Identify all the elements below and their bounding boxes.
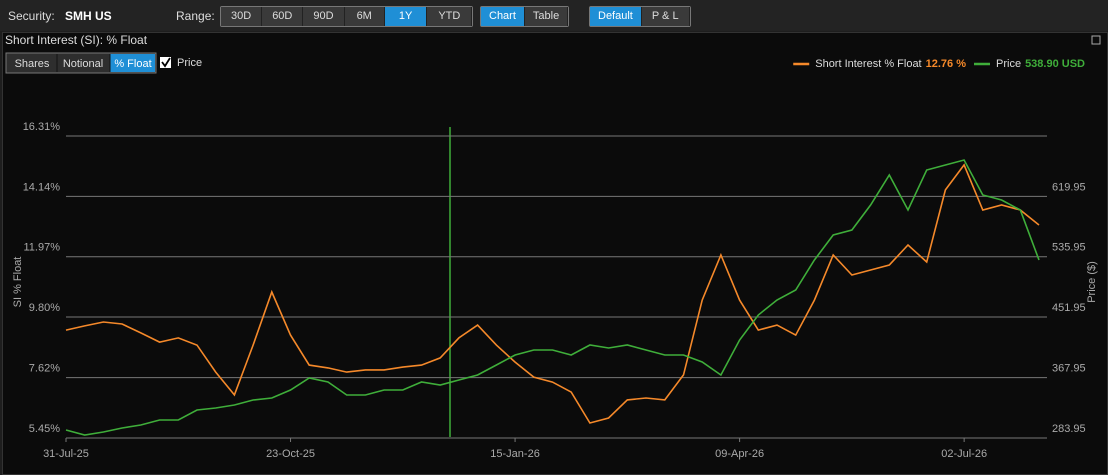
- y-axis-label: SI % Float: [12, 257, 24, 308]
- panel: [2, 32, 1108, 475]
- security-label: Security:: [8, 9, 55, 23]
- y-tick-label: 16.31%: [23, 121, 61, 133]
- check-mark: [161, 57, 171, 68]
- measure-active: [110, 54, 155, 72]
- x-tick-label: 02-Jul-26: [941, 448, 987, 460]
- y2-axis-label: Price ($): [1086, 261, 1098, 303]
- range-group: 30D 60D 90D 6M 1Y YTD: [220, 6, 474, 27]
- view-group: Chart Table: [480, 6, 570, 27]
- x-tick-label: 23-Oct-25: [266, 448, 315, 460]
- legend-value: 538.90 USD: [1025, 58, 1085, 70]
- measure-button[interactable]: Shares: [15, 58, 50, 70]
- mode-button[interactable]: Default: [590, 7, 642, 26]
- legend-name: Price: [996, 58, 1021, 70]
- range-button[interactable]: 90D: [303, 7, 345, 26]
- range-button[interactable]: 1Y: [384, 7, 428, 26]
- range-button[interactable]: 30D: [221, 7, 263, 26]
- legend-value: 12.76 %: [926, 58, 967, 70]
- panel-title: Short Interest (SI): % Float: [5, 33, 148, 47]
- legend-name: Short Interest % Float: [815, 58, 921, 70]
- x-tick-label: 15-Jan-26: [490, 448, 540, 460]
- legend-item: 538.90 USD Price: [974, 58, 1085, 70]
- y2-tick-label: 535.95: [1052, 242, 1086, 254]
- security[interactable]: SMH US: [65, 9, 112, 23]
- series-line: [65, 159, 1040, 436]
- toolbar: Security: SMH US Range: 30D 60D 90D 6M 1…: [0, 0, 1108, 31]
- y2-tick-label: 619.95: [1052, 181, 1086, 193]
- range-label: Range:: [176, 9, 215, 23]
- y-tick-label: 5.45%: [29, 423, 60, 435]
- y2-tick-label: 451.95: [1052, 302, 1086, 314]
- x-tick-label: 31-Jul-25: [43, 448, 89, 460]
- y-tick-label: 7.62%: [29, 363, 60, 375]
- price-toggle-label[interactable]: Price: [177, 57, 202, 69]
- measure-button[interactable]: Notional: [63, 58, 103, 70]
- view-button[interactable]: Chart: [481, 7, 525, 26]
- series-line: [65, 163, 1040, 424]
- range-button[interactable]: YTD: [427, 7, 473, 26]
- mode-group: Default P & L: [589, 6, 691, 27]
- y-tick-label: 14.14%: [23, 181, 61, 193]
- y-tick-label: 9.80%: [29, 302, 60, 314]
- range-button[interactable]: 60D: [262, 7, 304, 26]
- legend-item: 12.76 % Short Interest % Float: [793, 58, 966, 70]
- y2-tick-label: 283.95: [1052, 423, 1086, 435]
- view-button[interactable]: Table: [524, 7, 569, 26]
- y-tick-label: 11.97%: [24, 242, 61, 254]
- mode-button[interactable]: P & L: [641, 7, 690, 26]
- restore-icon[interactable]: [1091, 35, 1101, 45]
- x-tick-label: 09-Apr-26: [715, 448, 764, 460]
- measure-button[interactable]: % Float: [114, 58, 151, 70]
- range-button[interactable]: 6M: [344, 7, 385, 26]
- price-checkbox[interactable]: [160, 57, 171, 68]
- y2-tick-label: 367.95: [1052, 363, 1086, 375]
